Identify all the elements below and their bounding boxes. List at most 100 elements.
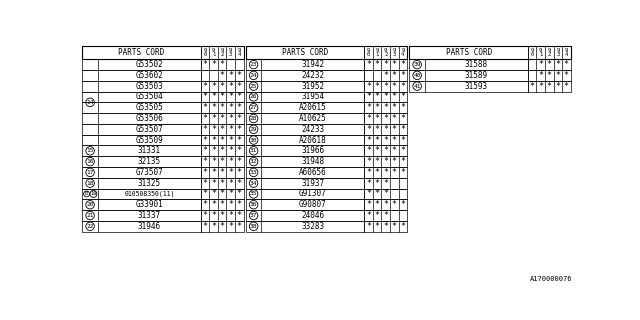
Text: 24233: 24233 xyxy=(301,125,324,134)
Text: 31942: 31942 xyxy=(301,60,324,69)
Text: *: * xyxy=(374,179,380,188)
Text: *: * xyxy=(220,146,225,155)
Text: 18: 18 xyxy=(86,181,94,186)
Text: G53507: G53507 xyxy=(136,125,163,134)
Text: 36: 36 xyxy=(250,202,257,207)
Text: *: * xyxy=(228,189,233,198)
Bar xyxy=(410,46,571,59)
Text: *: * xyxy=(220,200,225,209)
Text: 29: 29 xyxy=(250,127,257,132)
Text: 9
2: 9 2 xyxy=(384,48,387,58)
Text: 9
4: 9 4 xyxy=(401,48,404,58)
Text: *: * xyxy=(383,157,388,166)
Bar xyxy=(83,135,244,145)
Text: *: * xyxy=(220,60,225,69)
Text: *: * xyxy=(374,146,380,155)
Text: 39: 39 xyxy=(413,62,421,67)
Text: 23: 23 xyxy=(250,62,257,67)
Text: *: * xyxy=(400,125,405,134)
Text: *: * xyxy=(392,157,397,166)
Text: 31588: 31588 xyxy=(465,60,488,69)
Text: *: * xyxy=(392,222,397,231)
Text: *: * xyxy=(237,200,242,209)
Text: *: * xyxy=(211,157,216,166)
Text: *: * xyxy=(374,136,380,145)
Text: *: * xyxy=(556,71,560,80)
Text: *: * xyxy=(237,114,242,123)
Text: 9
2: 9 2 xyxy=(221,48,224,58)
Text: *: * xyxy=(211,222,216,231)
Text: *: * xyxy=(547,71,552,80)
Text: *: * xyxy=(383,103,388,112)
Text: *: * xyxy=(383,92,388,101)
Text: 20: 20 xyxy=(86,202,94,207)
Bar xyxy=(246,199,407,210)
Text: *: * xyxy=(228,114,233,123)
Text: *: * xyxy=(220,179,225,188)
Text: *: * xyxy=(228,168,233,177)
Text: *: * xyxy=(383,71,388,80)
Text: 31: 31 xyxy=(250,148,257,153)
Text: *: * xyxy=(374,222,380,231)
Text: B: B xyxy=(85,191,88,196)
Text: *: * xyxy=(237,82,242,91)
Text: *: * xyxy=(374,189,380,198)
Text: *: * xyxy=(383,211,388,220)
Text: *: * xyxy=(228,157,233,166)
Text: *: * xyxy=(400,114,405,123)
Text: A10625: A10625 xyxy=(299,114,327,123)
Text: *: * xyxy=(211,211,216,220)
Text: 32135: 32135 xyxy=(138,157,161,166)
Text: *: * xyxy=(374,200,380,209)
Bar xyxy=(83,188,244,199)
Bar xyxy=(83,70,244,81)
Text: *: * xyxy=(400,200,405,209)
Text: *: * xyxy=(203,125,207,134)
Text: 27: 27 xyxy=(250,105,257,110)
Text: *: * xyxy=(237,136,242,145)
Text: 9
4: 9 4 xyxy=(237,48,241,58)
Text: 31952: 31952 xyxy=(301,82,324,91)
Text: *: * xyxy=(556,82,560,91)
Text: *: * xyxy=(211,114,216,123)
Bar xyxy=(83,221,244,232)
Text: PARTS CORD: PARTS CORD xyxy=(118,48,164,57)
Text: *: * xyxy=(203,157,207,166)
Text: *: * xyxy=(220,168,225,177)
Text: *: * xyxy=(366,157,371,166)
Text: G73507: G73507 xyxy=(136,168,163,177)
Text: 32: 32 xyxy=(250,159,257,164)
Text: G53602: G53602 xyxy=(136,71,163,80)
Text: *: * xyxy=(220,114,225,123)
Text: *: * xyxy=(228,211,233,220)
Text: *: * xyxy=(538,60,543,69)
Text: *: * xyxy=(211,146,216,155)
Text: 31589: 31589 xyxy=(465,71,488,80)
Text: *: * xyxy=(211,60,216,69)
Text: *: * xyxy=(366,92,371,101)
Bar xyxy=(246,59,407,70)
Text: 16: 16 xyxy=(86,159,94,164)
Text: *: * xyxy=(228,125,233,134)
Text: *: * xyxy=(211,136,216,145)
Text: 31331: 31331 xyxy=(138,146,161,155)
Text: *: * xyxy=(374,168,380,177)
Text: *: * xyxy=(556,60,560,69)
Bar xyxy=(410,81,571,92)
Text: A20618: A20618 xyxy=(299,136,327,145)
Text: *: * xyxy=(228,146,233,155)
Text: *: * xyxy=(366,222,371,231)
Bar xyxy=(246,92,407,102)
Text: 31325: 31325 xyxy=(138,179,161,188)
Text: 41: 41 xyxy=(413,84,421,89)
Text: *: * xyxy=(211,189,216,198)
Text: 9
0: 9 0 xyxy=(204,48,207,58)
Bar xyxy=(83,59,244,70)
Text: *: * xyxy=(203,92,207,101)
Text: *: * xyxy=(392,125,397,134)
Text: *: * xyxy=(203,146,207,155)
Bar xyxy=(246,156,407,167)
Text: *: * xyxy=(220,211,225,220)
Text: *: * xyxy=(538,71,543,80)
Text: *: * xyxy=(400,103,405,112)
